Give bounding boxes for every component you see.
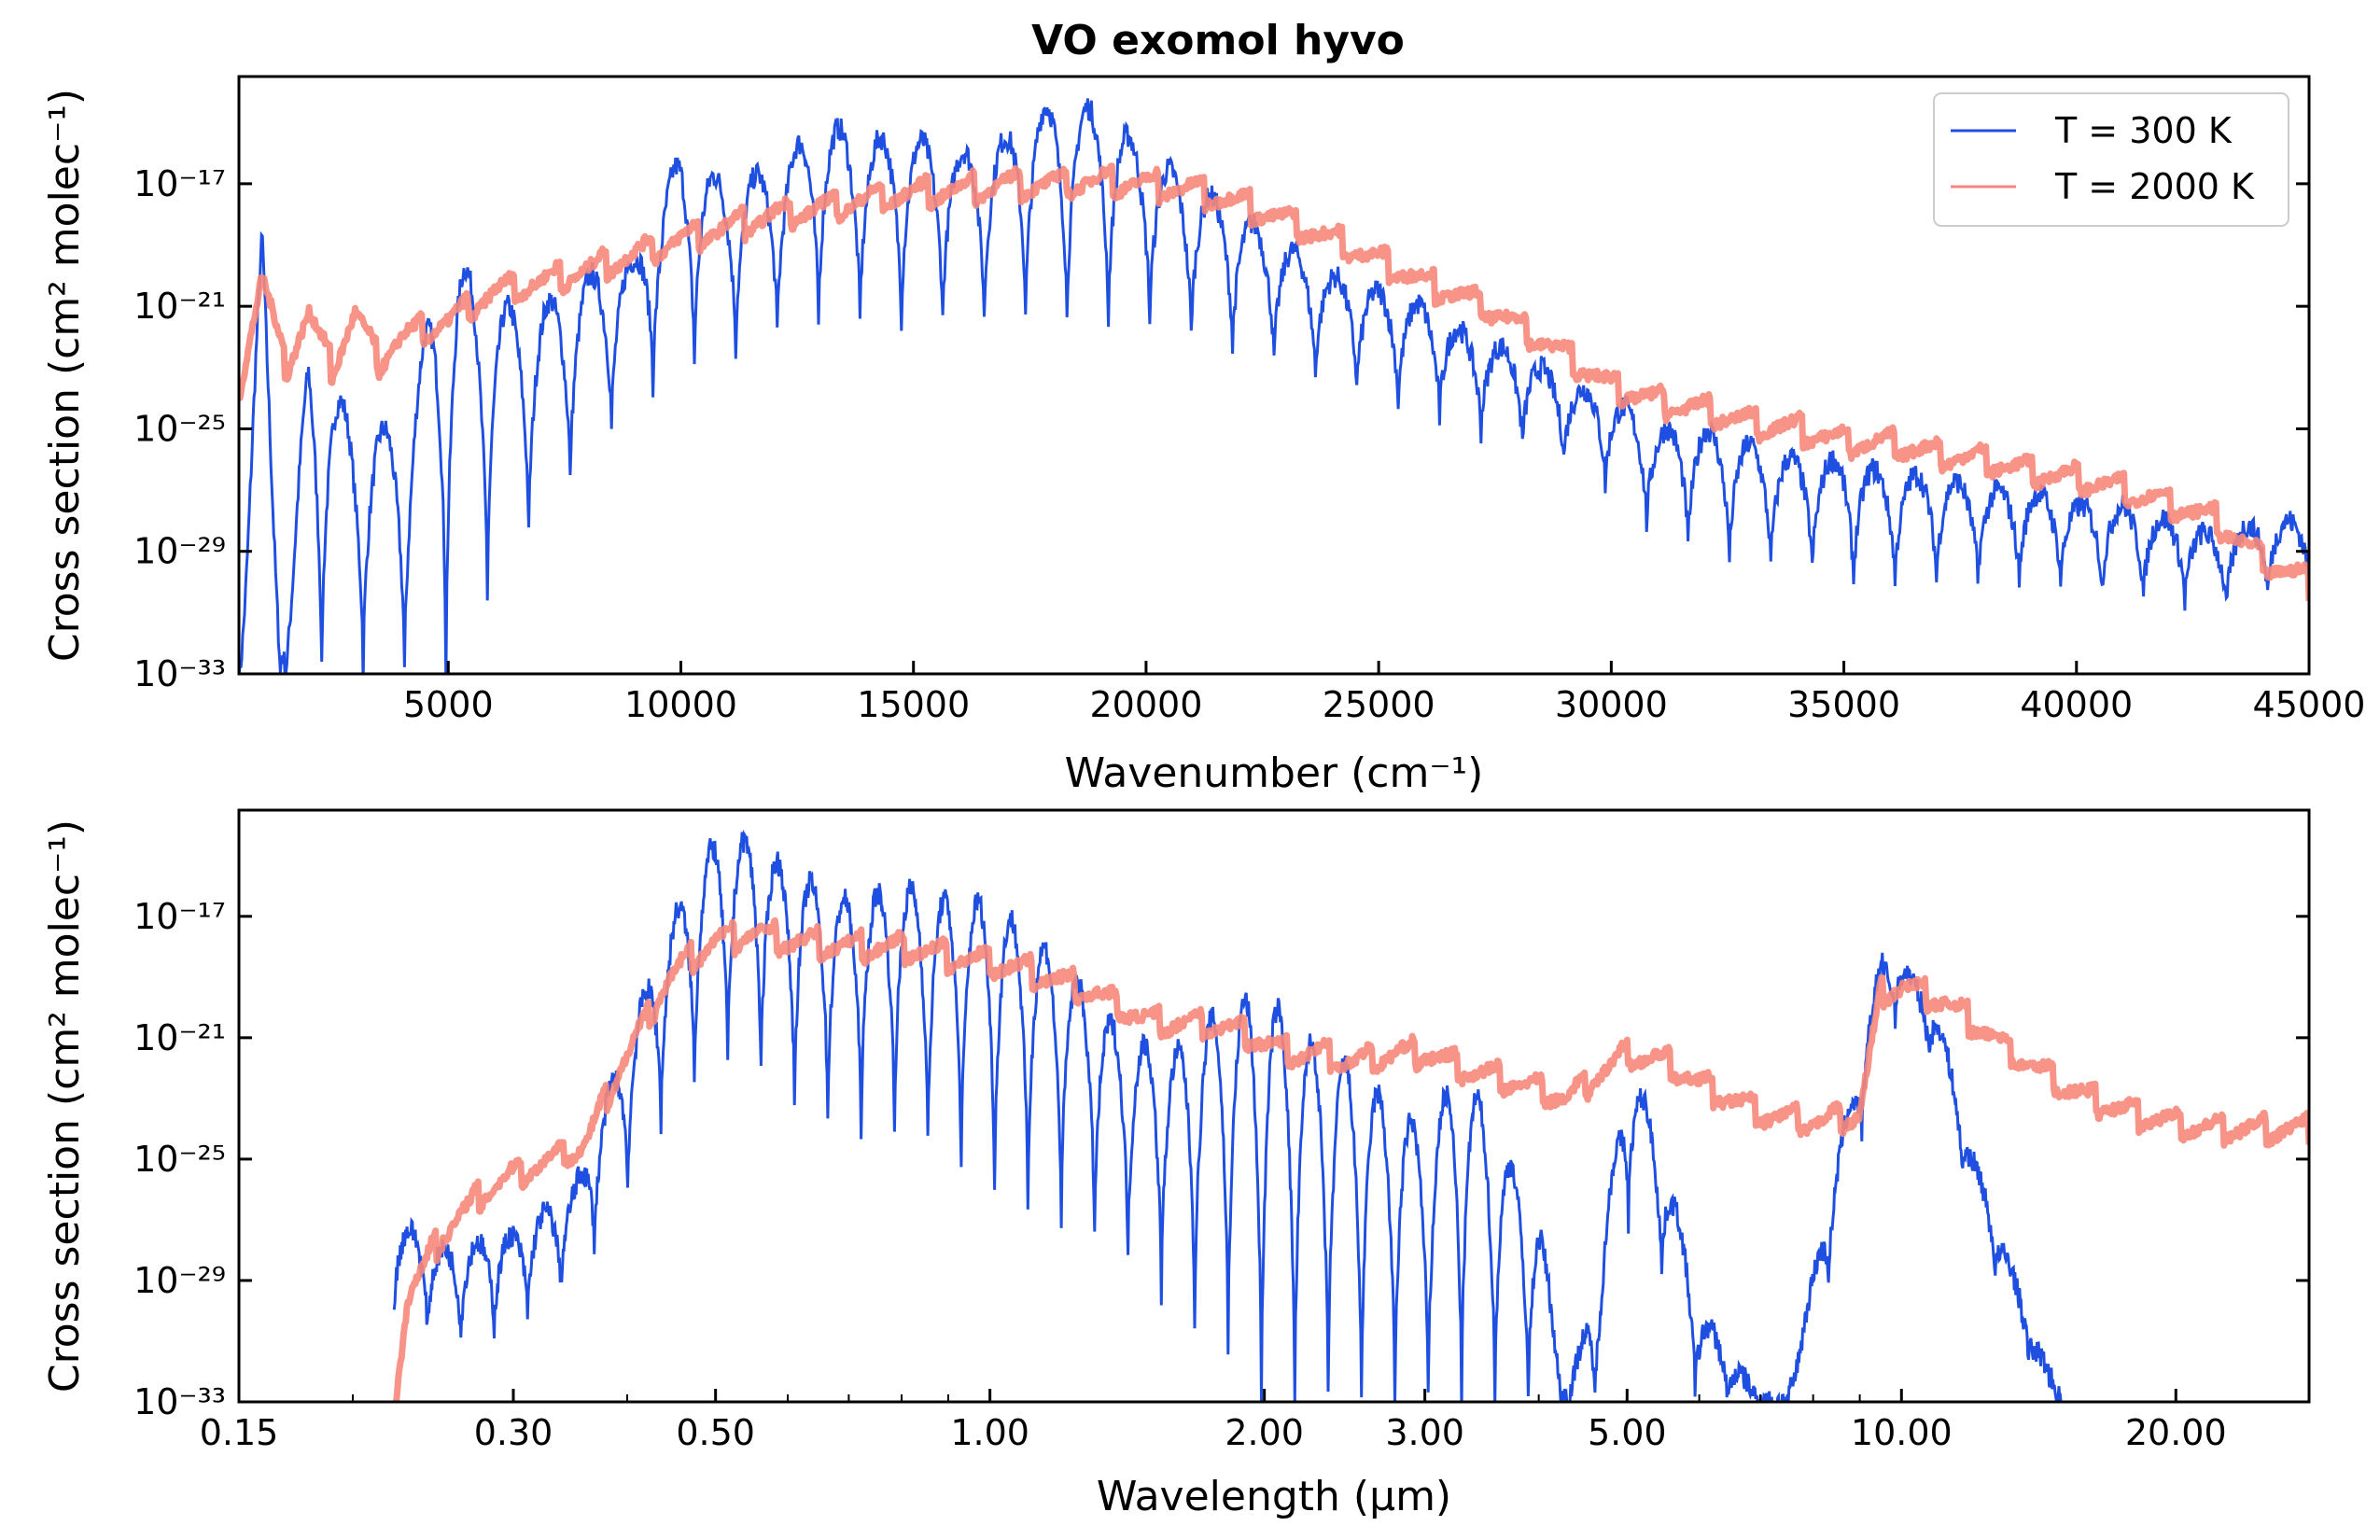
x-tick-label-0-8: 45000 [2253, 684, 2366, 725]
top-plot-frame [237, 75, 2311, 676]
series-line-t300-0 [239, 98, 2309, 674]
bottom-plot-frame [237, 808, 2311, 1404]
figure-title: VO exomol hyvo [1031, 17, 1405, 64]
y-tick-label-0-0: 10⁻¹⁷ [133, 163, 226, 204]
legend-label-t2000: T = 2000 K [2054, 166, 2255, 207]
x-tick-label-0-1: 10000 [624, 684, 737, 725]
bottom-y-axis-label: Cross section (cm² molec⁻¹) [41, 819, 89, 1393]
x-tick-label-0-5: 30000 [1555, 684, 1668, 725]
x-tick-label-1-6: 5.00 [1588, 1412, 1667, 1453]
x-tick-label-1-7: 10.00 [1851, 1412, 1953, 1453]
legend-box [1933, 92, 2289, 227]
y-tick-label-0-3: 10⁻²⁹ [133, 531, 226, 572]
bottom-plot: 0.15 0.30 0.50 1.00 2.00 3.00 5.00 10.00 20.00 10… [41, 808, 2311, 1520]
x-tick-label-1-0: 0.15 [200, 1412, 279, 1453]
legend: T = 300 K T = 2000 K [1933, 92, 2289, 227]
series-line-t300-1 [392, 829, 2063, 1402]
top-x-axis-label: Wavenumber (cm⁻¹) [1065, 749, 1484, 797]
x-tick-label-0-4: 25000 [1323, 684, 1435, 725]
y-tick-label-0-1: 10⁻²¹ [133, 286, 226, 327]
x-tick-label-0-7: 40000 [2020, 684, 2133, 725]
series-line-t2000-1 [392, 917, 2309, 1402]
series-line-t2000-0 [239, 162, 2309, 602]
y-tick-label-1-1: 10⁻²¹ [133, 1017, 226, 1058]
x-tick-label-1-2: 0.50 [676, 1412, 755, 1453]
x-tick-label-1-8: 20.00 [2125, 1412, 2227, 1453]
y-tick-label-1-4: 10⁻³³ [133, 1381, 226, 1422]
bottom-x-axis-label: Wavelength (μm) [1097, 1473, 1451, 1520]
x-tick-label-0-0: 5000 [403, 684, 494, 725]
x-tick-label-1-1: 0.30 [474, 1412, 553, 1453]
x-tick-label-0-2: 15000 [857, 684, 970, 725]
y-tick-label-1-2: 10⁻²⁵ [133, 1139, 226, 1180]
x-tick-label-1-5: 3.00 [1385, 1412, 1464, 1453]
top-plot: 5000 10000 15000 20000 25000 30000 35000 40000 4… [41, 75, 2366, 797]
y-tick-label-1-0: 10⁻¹⁷ [133, 896, 226, 937]
x-tick-label-0-6: 35000 [1787, 684, 1900, 725]
legend-label-t300: T = 300 K [2054, 110, 2233, 151]
top-y-axis-label: Cross section (cm² molec⁻¹) [41, 89, 89, 662]
x-tick-label-0-3: 20000 [1089, 684, 1202, 725]
x-tick-label-1-3: 1.00 [950, 1412, 1029, 1453]
y-tick-label-0-4: 10⁻³³ [133, 653, 226, 694]
x-tick-label-1-4: 2.00 [1225, 1412, 1304, 1453]
y-tick-label-1-3: 10⁻²⁹ [133, 1260, 226, 1301]
y-tick-label-0-2: 10⁻²⁵ [133, 408, 226, 449]
